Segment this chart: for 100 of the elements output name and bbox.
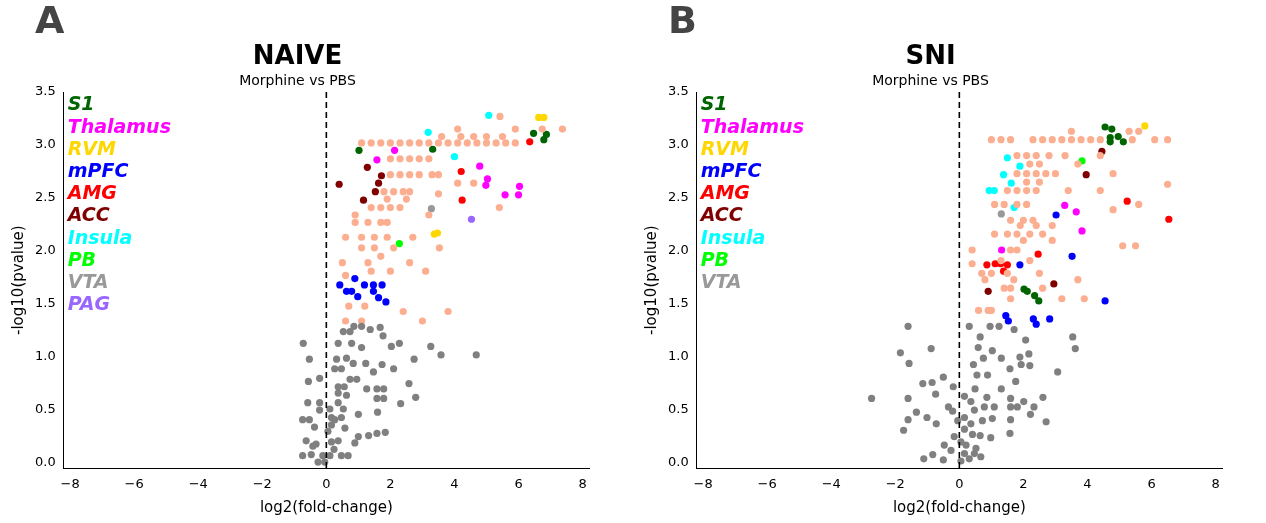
point: [359, 196, 368, 204]
text: mPFC: [700, 159, 762, 182]
point: [373, 156, 381, 164]
point: [1123, 197, 1131, 205]
x-tick-label: 0: [955, 475, 964, 491]
x-tick-label: 6: [1147, 475, 1156, 491]
point: [1114, 132, 1122, 141]
text: PAG: [67, 292, 111, 315]
chart-subtitle: Morphine vs PBS: [239, 72, 356, 89]
point: [1106, 138, 1114, 146]
x-tick-label: 2: [386, 475, 395, 491]
point: [1101, 297, 1109, 305]
y-tick-label: 0.0: [667, 454, 689, 470]
point: [476, 162, 484, 170]
point: [363, 163, 371, 171]
y-tick-label: 1.0: [34, 348, 56, 364]
text: A: [35, 0, 65, 42]
x-tick-label: 6: [514, 475, 523, 491]
text: ACC: [698, 203, 743, 226]
x-tick-label: −8: [693, 475, 713, 491]
y-tick-label: 2.0: [34, 242, 56, 258]
point: [424, 128, 432, 136]
chart-subtitle: Morphine vs PBS: [872, 72, 989, 89]
point: [374, 294, 383, 302]
text: VTA: [700, 270, 742, 293]
y-tick-label: 2.5: [667, 189, 689, 205]
point: [1016, 261, 1024, 269]
y-tick-label: 3.0: [667, 136, 689, 152]
y-tick-label: 2.0: [667, 242, 689, 258]
point: [998, 246, 1006, 254]
point: [433, 229, 442, 237]
point: [483, 175, 492, 183]
point: [1004, 317, 1012, 325]
point: [485, 111, 493, 119]
text: RVM: [700, 136, 750, 159]
point: [540, 136, 548, 144]
point: [429, 145, 437, 153]
x-tick-label: 2: [1019, 475, 1028, 491]
x-axis-title: log2(fold-change): [892, 497, 1026, 516]
point: [514, 191, 523, 199]
point: [355, 146, 363, 154]
y-tick-label: 0.5: [34, 401, 56, 417]
text: RVM: [67, 136, 117, 159]
point: [984, 287, 992, 295]
y-tick-label: 1.5: [34, 295, 56, 311]
point: [997, 210, 1005, 218]
text: AMG: [698, 181, 750, 204]
point: [369, 287, 378, 295]
point: [1061, 201, 1069, 210]
point: [1003, 154, 1011, 162]
x-tick-label: −4: [188, 475, 208, 491]
x-tick-label: 8: [578, 475, 587, 491]
x-tick-label: −4: [821, 475, 841, 491]
point: [540, 113, 548, 122]
point: [1003, 261, 1011, 269]
point: [378, 281, 386, 289]
y-tick-label: 2.5: [34, 189, 56, 205]
text: PB: [700, 247, 730, 270]
point: [1007, 179, 1015, 187]
point: [382, 298, 390, 306]
point: [482, 181, 490, 189]
y-tick-label: 3.5: [667, 83, 689, 99]
x-tick-label: 8: [1211, 475, 1220, 491]
point: [1108, 125, 1116, 133]
text: Thalamus: [700, 114, 804, 137]
text: Thalamus: [67, 114, 171, 137]
text: S1: [700, 92, 728, 115]
x-tick-label: −2: [885, 475, 905, 491]
point: [374, 179, 383, 187]
point: [450, 153, 459, 161]
point: [1165, 215, 1173, 223]
y-tick-label: 1.0: [667, 348, 689, 364]
point: [1068, 252, 1076, 260]
point: [1052, 211, 1060, 219]
text: S1: [67, 92, 95, 115]
point: [1078, 227, 1086, 235]
point: [360, 281, 369, 289]
y-tick-label: 1.5: [667, 295, 689, 311]
text: PB: [67, 247, 97, 270]
point: [1082, 171, 1090, 179]
point: [371, 188, 379, 196]
point: [1034, 250, 1042, 258]
point: [395, 240, 403, 248]
point: [467, 215, 476, 223]
point: [1141, 122, 1149, 130]
y-tick-label: 3.0: [34, 136, 56, 152]
point: [1072, 208, 1080, 216]
chart-title: NAIVE: [252, 40, 343, 71]
point: [354, 293, 362, 301]
chart-title: SNI: [905, 40, 956, 71]
point: [369, 281, 378, 289]
y-tick-label: 0.5: [667, 401, 689, 417]
point: [427, 205, 435, 213]
text: VTA: [67, 270, 109, 293]
point: [1032, 320, 1040, 328]
point: [526, 138, 534, 146]
point: [983, 261, 991, 269]
point: [1035, 297, 1043, 305]
point: [501, 191, 509, 199]
text: ACC: [65, 203, 110, 226]
